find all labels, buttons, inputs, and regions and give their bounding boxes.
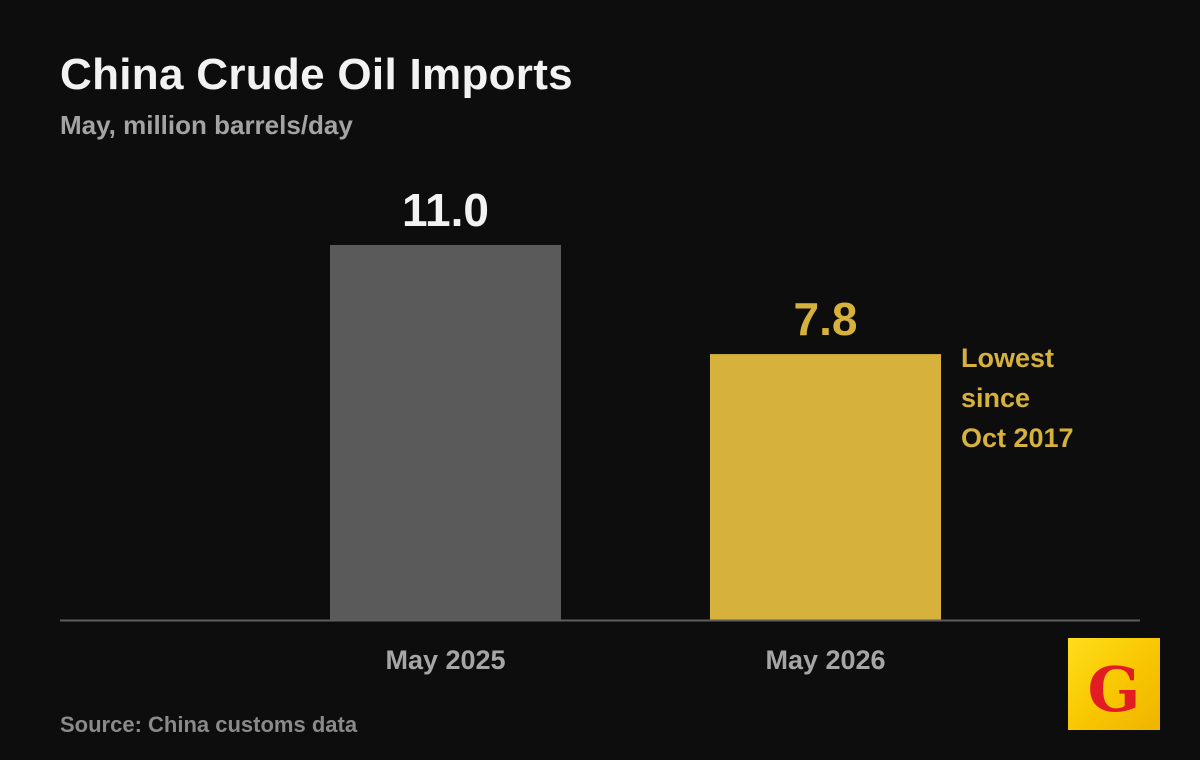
chart-subtitle: May, million barrels/day	[60, 110, 353, 140]
publisher-logo: G	[1068, 638, 1160, 730]
annotation-line: since	[961, 383, 1030, 413]
annotation: Lowest since Oct 2017	[961, 343, 1074, 453]
bar-may-2026	[710, 354, 941, 620]
x-tick-label: May 2026	[765, 645, 885, 675]
bar-value-label: 7.8	[794, 293, 858, 345]
chart-title: China Crude Oil Imports	[60, 50, 573, 99]
annotation-line: Lowest	[961, 343, 1054, 373]
bar-value-label: 11.0	[402, 184, 489, 236]
x-tick-label: May 2025	[385, 645, 505, 675]
source-note: Source: China customs data	[60, 712, 358, 737]
bar-may-2025	[330, 245, 561, 620]
annotation-line: Oct 2017	[961, 423, 1074, 453]
logo-letter: G	[1087, 653, 1141, 726]
